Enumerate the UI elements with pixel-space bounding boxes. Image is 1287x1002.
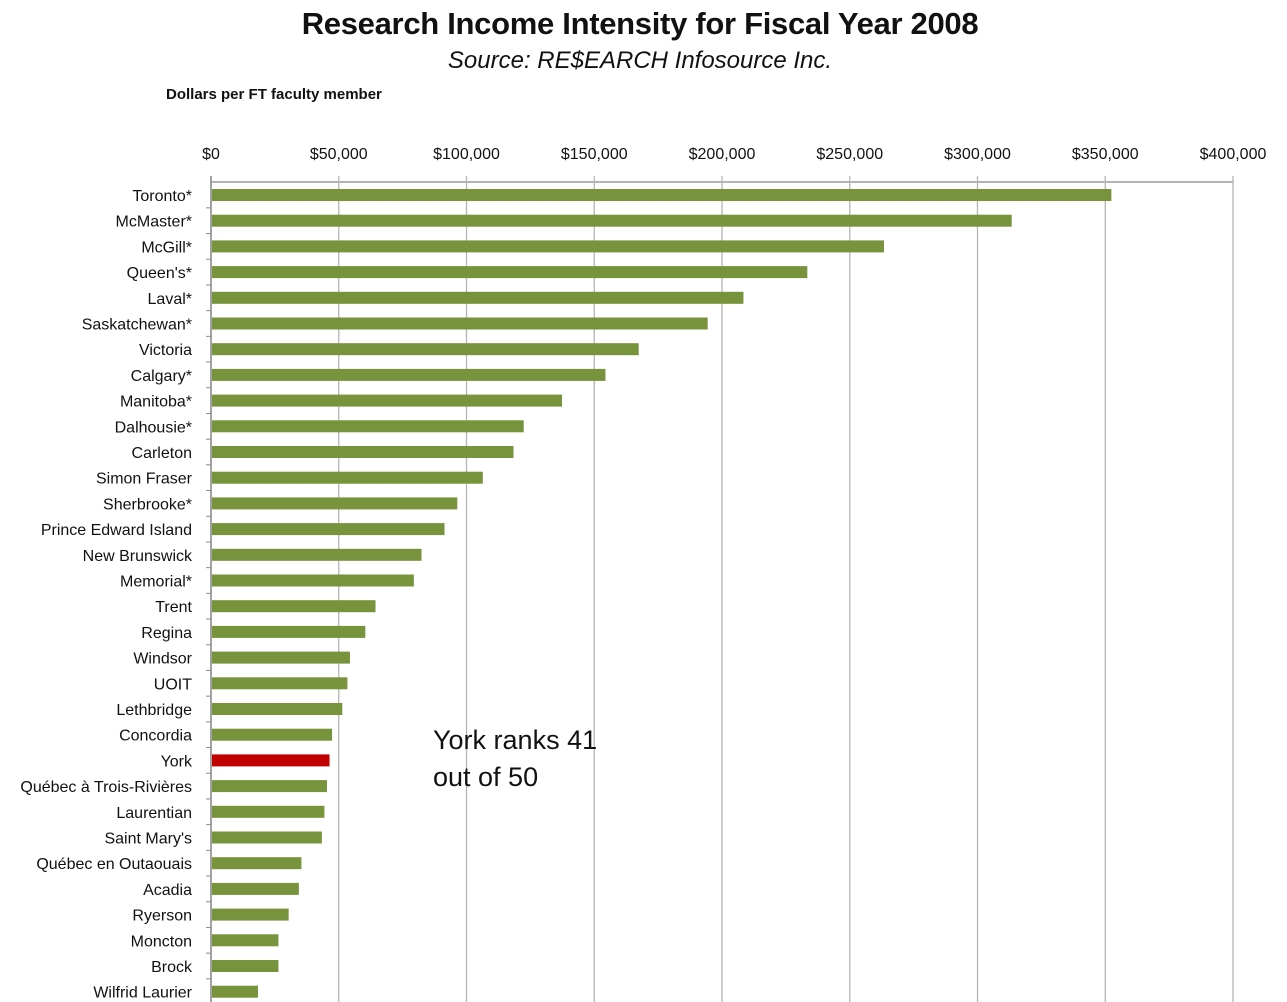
x-tick-label: $350,000 (1072, 146, 1139, 163)
bars (212, 189, 1112, 998)
category-label: UOIT (154, 676, 192, 693)
bar (212, 343, 639, 356)
category-label: Saskatchewan* (82, 317, 192, 334)
x-tick-label: $50,000 (310, 146, 368, 163)
bar (212, 882, 299, 895)
bar (212, 908, 289, 921)
category-label: Wilfrid Laurier (93, 985, 192, 1002)
bar (212, 497, 458, 510)
bar (212, 960, 279, 972)
category-label: McGill* (141, 239, 192, 256)
x-tick-label: $150,000 (561, 146, 628, 163)
chart-title: Research Income Intensity for Fiscal Yea… (301, 6, 979, 41)
annotation: York ranks 41 out of 50 (433, 722, 597, 796)
category-label: Regina (141, 625, 192, 642)
bar (212, 368, 606, 381)
category-label: Laval* (148, 291, 192, 308)
bar (212, 600, 376, 613)
grid-lines (206, 176, 1234, 1002)
category-label: Lethbridge (116, 702, 192, 719)
bar (212, 189, 1112, 201)
bar (212, 780, 327, 793)
bar (212, 985, 258, 998)
bar (212, 703, 343, 715)
bar (212, 214, 1012, 227)
category-label: Sherbrooke* (103, 496, 192, 513)
annotation-line-1: York ranks 41 (433, 725, 598, 755)
x-tick-label: $200,000 (689, 146, 756, 163)
category-label: Simon Fraser (96, 471, 193, 488)
bar (212, 574, 414, 587)
x-tick-label: $0 (202, 146, 220, 163)
x-tick-label: $400,000 (1200, 146, 1267, 163)
category-label: Calgary* (131, 368, 192, 385)
bar (212, 420, 524, 433)
x-tick-label: $250,000 (816, 146, 883, 163)
category-label: Trent (155, 599, 192, 616)
x-tick-label: $300,000 (944, 146, 1011, 163)
category-label: Brock (151, 959, 193, 976)
bar (212, 754, 330, 767)
bar (212, 523, 445, 536)
bar (212, 805, 325, 818)
category-label: Toronto* (132, 188, 192, 205)
category-label: Saint Mary's (104, 831, 192, 848)
bar (212, 471, 483, 484)
category-label: Québec à Trois-Rivières (20, 779, 192, 796)
category-label: McMaster* (116, 214, 192, 231)
category-label: Victoria (139, 342, 192, 359)
x-axis-ticks: $0 $50,000 $100,000 $150,000 $200,000 $250,00… (202, 146, 1266, 163)
category-label: Memorial* (120, 574, 192, 591)
category-label: Prince Edward Island (41, 522, 192, 539)
category-labels: Toronto* McMaster* McGill* Queen's* Laval* Sa… (20, 188, 193, 1002)
bar (212, 831, 322, 844)
category-label: Moncton (131, 933, 192, 950)
bar (212, 625, 366, 638)
bar (212, 394, 563, 407)
bar (212, 728, 333, 741)
units-label: Dollars per FT faculty member (166, 86, 382, 103)
category-label: Manitoba* (120, 394, 192, 411)
bar (212, 857, 302, 870)
x-tick-label: $100,000 (433, 146, 500, 163)
category-label: Ryerson (132, 908, 192, 925)
annotation-line-2: out of 50 (433, 762, 539, 792)
category-label: Laurentian (116, 805, 192, 822)
category-label: Québec en Outaouais (36, 856, 192, 873)
category-label: New Brunswick (83, 548, 193, 565)
category-label: Windsor (133, 651, 192, 668)
category-label: Dalhousie* (115, 419, 192, 436)
category-label: York (161, 753, 193, 770)
category-label: Queen's* (127, 265, 192, 282)
bar (212, 677, 348, 690)
bar (212, 266, 808, 279)
bar (212, 446, 514, 458)
bar (212, 240, 884, 253)
category-label: Concordia (119, 728, 192, 745)
bar (212, 291, 744, 304)
bar (212, 934, 279, 947)
bar (212, 317, 708, 330)
bar (212, 651, 350, 664)
category-label: Acadia (143, 882, 192, 899)
bar (212, 548, 422, 561)
category-label: Carleton (132, 445, 192, 462)
chart-subtitle: Source: RE$EARCH Infosource Inc. (447, 47, 833, 74)
